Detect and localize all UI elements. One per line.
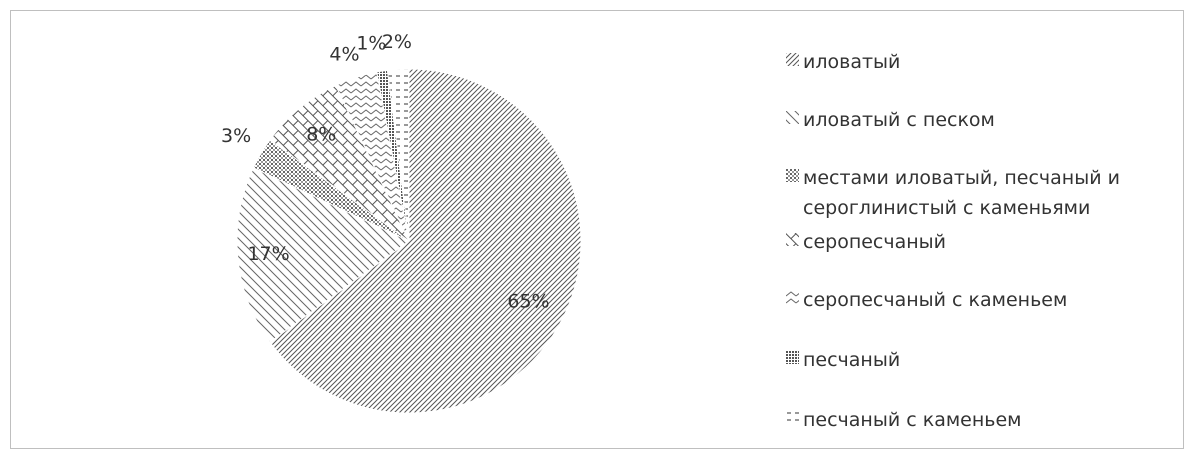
legend-label: иловатый с песком [803,109,995,131]
pie-value-labels: 65% 17% 3% 8% 4%1%2% [221,31,550,312]
legend-label: серопесчаный [803,231,947,253]
legend-item: серопесчаный с каменьем [786,285,1143,315]
pie-value-label: 2% [382,31,412,53]
legend-label: песчаный с каменьем [803,409,1022,431]
legend-swatch [786,291,799,304]
pie-slice [386,68,410,242]
legend-swatch [786,233,799,246]
legend-swatch [786,111,799,124]
legend-label: серопесчаный с каменьем [803,289,1068,311]
legend-item: иловатый [786,47,1143,77]
pie-chart: 65% 17% 3% 8% 4%1%2% [221,31,582,414]
pie-value-label: 8% [306,124,336,146]
pie-value-label: 3% [221,125,251,147]
legend-label: иловатый [803,51,901,73]
pie-slices [236,68,582,414]
legend-swatch [786,411,799,424]
pie-value-label: 4% [329,44,359,66]
legend-swatch [786,53,799,66]
legend-label: песчаный [803,349,901,371]
legend-item: серопесчаный [786,227,1143,257]
pie-slice [236,167,410,343]
pie-value-label: 65% [507,290,549,312]
legend-item: песчаный [786,345,1143,375]
legend-item: иловатый с песком [786,105,1143,135]
pie-slice [269,68,582,414]
legend-label: местами иловатый, песчаный и сероглинист… [803,167,1120,219]
legend-item: песчаный с каменьем [786,405,1143,435]
chart-area: 65% 17% 3% 8% 4% 1% 2% иловатый иловатый с пес… [10,10,1184,449]
legend-swatch [786,169,799,182]
legend-swatch [786,351,799,364]
legend-item: местами иловатый, песчаный и сероглинист… [786,163,1143,223]
pie-value-label: 1% [356,33,386,55]
pie-value-label: 17% [247,243,289,265]
